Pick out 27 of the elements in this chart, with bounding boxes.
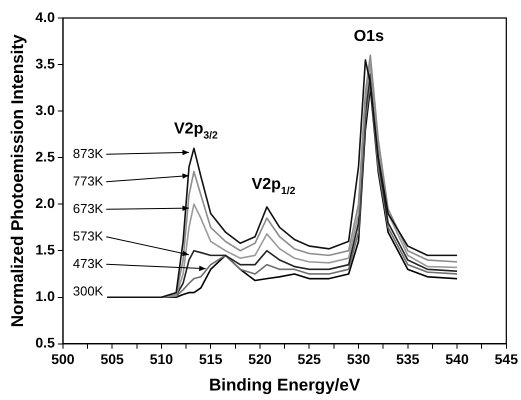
text: 773K	[72, 173, 104, 188]
series-label: 300K	[72, 283, 104, 298]
y-tick-label: 2.0	[35, 195, 56, 212]
x-tick-label: 535	[396, 351, 420, 368]
y-tick-label: 1.5	[35, 242, 56, 258]
text: 673K	[72, 200, 104, 216]
x-tick-label: 540	[445, 351, 469, 368]
y-tick-label: 1.0	[35, 288, 56, 304]
y-axis-title: Normalized Photoemission Intensity	[8, 34, 27, 328]
x-tick-label: 520	[248, 351, 272, 368]
x-tick-label: 515	[199, 351, 223, 368]
x-tick-label: 505	[100, 351, 124, 368]
y-tick-label: 3.0	[35, 102, 56, 118]
x-tick-label: 545	[494, 351, 518, 368]
x-tick-label: 500	[51, 351, 75, 368]
y-tick-label: 4.0	[35, 8, 56, 25]
x-tick-label: 525	[298, 351, 322, 368]
text: 573K	[72, 228, 104, 244]
annotation: O1s	[354, 28, 384, 45]
text: 473K	[72, 256, 104, 271]
text: 873K	[72, 146, 104, 161]
y-tick-label: 3.5	[35, 55, 56, 72]
y-tick-label: 2.5	[35, 148, 56, 164]
y-tick-label: 0.5	[35, 334, 56, 351]
x-tick-label: 530	[346, 351, 370, 368]
x-axis-title: Binding Energy/eV	[209, 375, 361, 394]
x-tick-label: 510	[150, 351, 174, 368]
